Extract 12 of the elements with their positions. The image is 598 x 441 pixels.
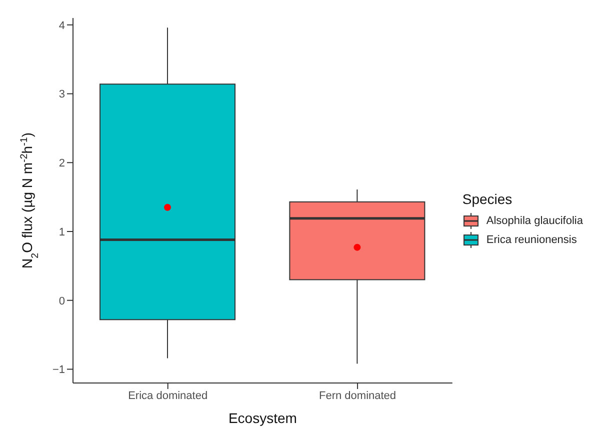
x-tick-label: Fern dominated — [319, 390, 396, 402]
y-tick-label: −1 — [52, 364, 65, 376]
y-tick-label: 1 — [58, 226, 65, 238]
legend-label: Alsophila glaucifolia — [485, 214, 583, 228]
y-tick-label: 0 — [58, 295, 65, 308]
legend-label: Erica reunionensis — [485, 232, 578, 248]
y-tick-label: 2 — [58, 158, 65, 170]
y-tick-label: 3 — [58, 88, 65, 101]
x-axis-title: Ecosystem — [228, 410, 297, 426]
legend-title: Species — [462, 190, 514, 206]
x-tick-label: Erica dominated — [128, 390, 208, 402]
y-tick-label: 4 — [58, 20, 65, 32]
